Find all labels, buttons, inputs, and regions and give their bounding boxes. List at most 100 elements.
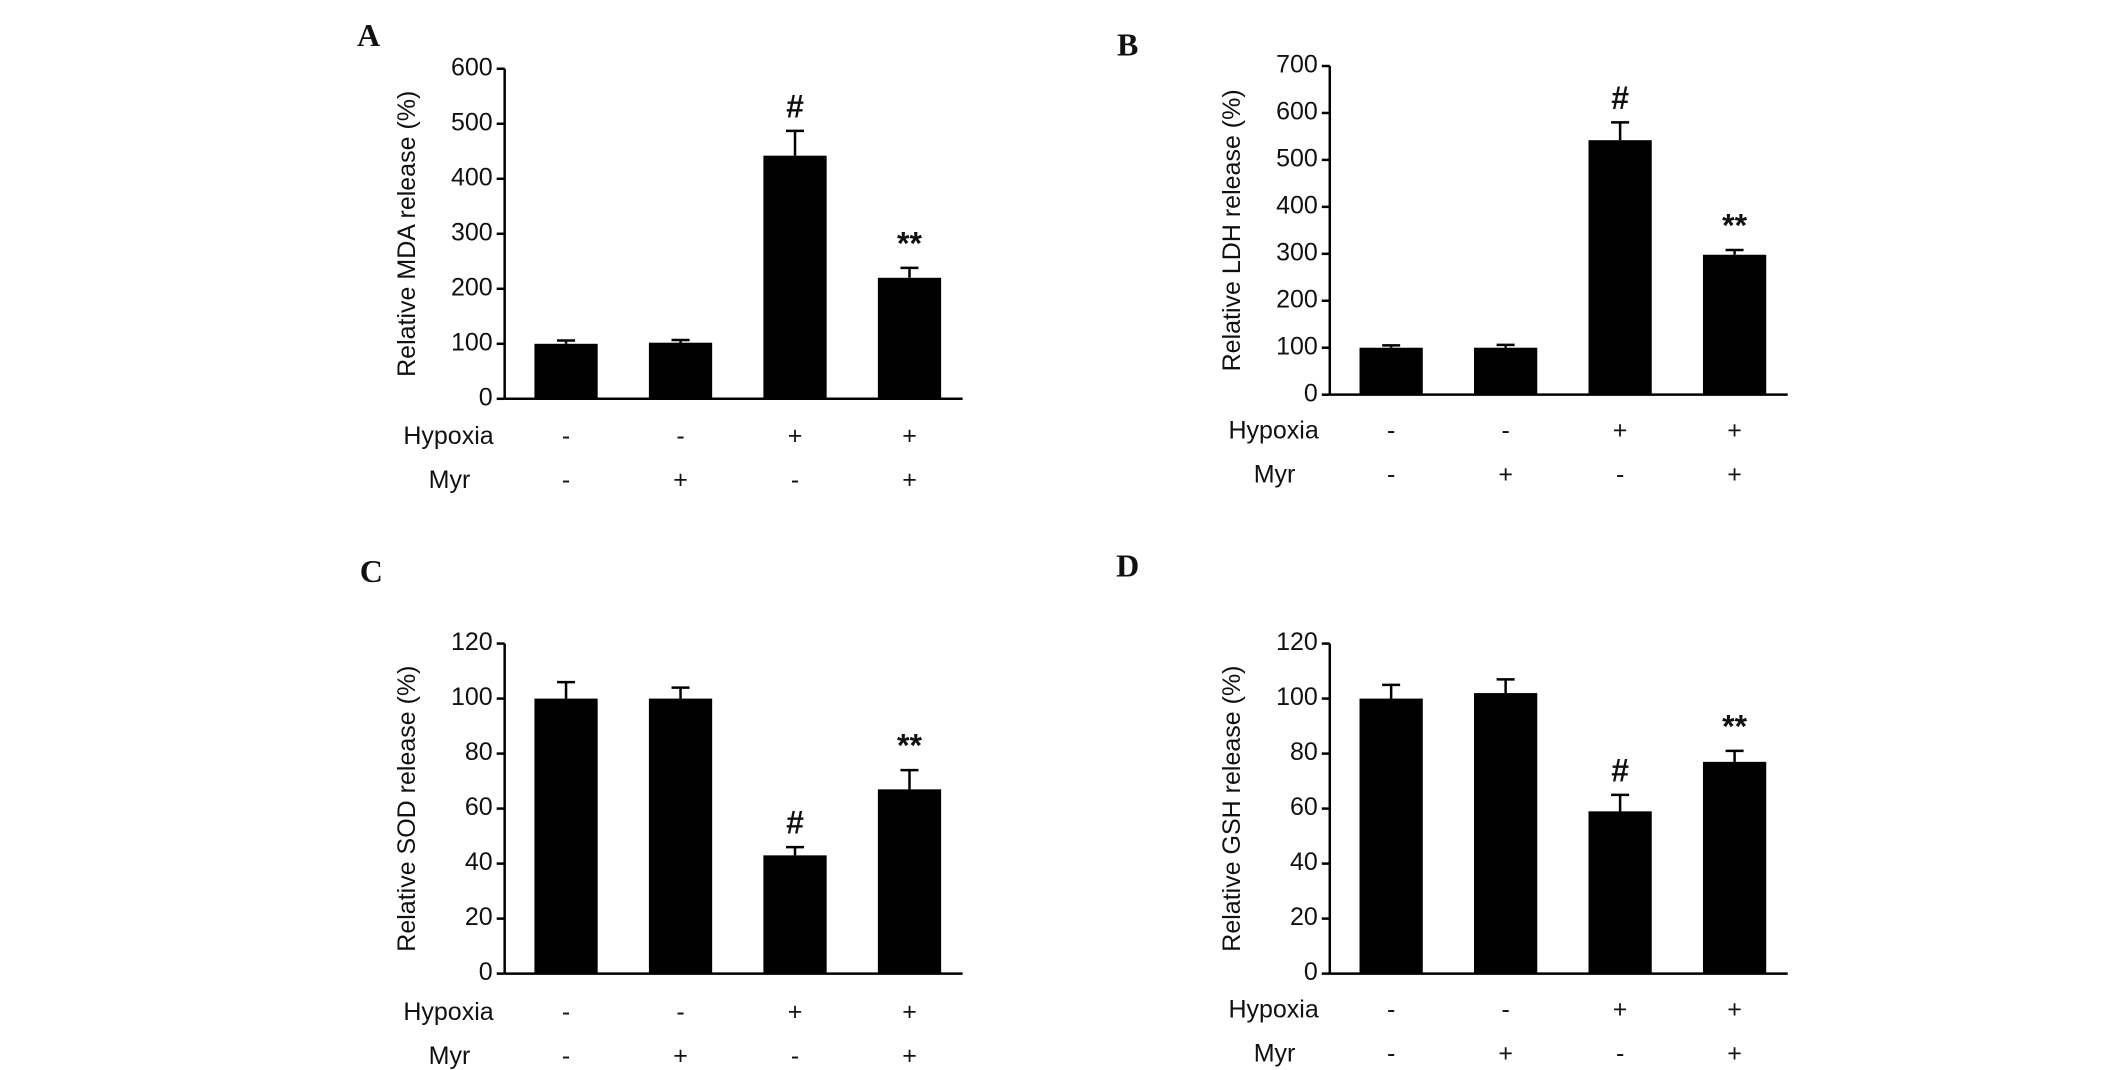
y-axis-label: Relative GSH release (%) <box>1218 665 1246 951</box>
y-tick-label: 0 <box>1304 958 1318 986</box>
condition-value: + <box>1727 416 1742 444</box>
y-tick-label: 0 <box>479 383 493 411</box>
bar <box>877 789 942 974</box>
y-tick-label: 200 <box>451 273 493 301</box>
panel-label: C <box>360 553 383 589</box>
error-bar <box>900 266 919 278</box>
y-tick-label: 80 <box>465 738 493 766</box>
bar <box>648 342 713 399</box>
error-bar <box>1496 678 1515 694</box>
condition-value: + <box>902 466 917 494</box>
significance-label: ** <box>1722 208 1747 244</box>
y-tick-label: 20 <box>465 903 493 931</box>
y-tick-label: 100 <box>451 328 493 356</box>
y-tick-label: 600 <box>451 53 493 81</box>
bar <box>1474 347 1538 395</box>
panel-label: D <box>1116 548 1139 584</box>
bar <box>1588 140 1652 395</box>
y-tick-label: 500 <box>1276 145 1318 173</box>
bar <box>1588 811 1652 974</box>
condition-value: + <box>1498 1039 1513 1067</box>
condition-value: - <box>562 466 570 494</box>
bar <box>1359 347 1423 395</box>
condition-name: Myr <box>1254 1039 1296 1067</box>
significance-label: # <box>786 88 804 124</box>
condition-value: - <box>676 998 684 1026</box>
error-bar <box>557 680 576 699</box>
condition-value: + <box>673 466 688 494</box>
significance-label: ** <box>897 728 922 764</box>
condition-value: - <box>1387 1039 1395 1067</box>
error-bar <box>557 339 576 344</box>
error-bar <box>1611 793 1630 812</box>
y-tick-label: 700 <box>1276 51 1318 79</box>
condition-value: + <box>902 1042 917 1070</box>
y-tick-label: 60 <box>1290 793 1318 821</box>
y-tick-label: 100 <box>1276 683 1318 711</box>
condition-value: + <box>1498 460 1513 488</box>
condition-value: - <box>1387 995 1395 1023</box>
condition-name: Hypoxia <box>1228 416 1318 444</box>
error-bar <box>1725 749 1744 762</box>
bar <box>648 698 713 974</box>
error-bar <box>1725 248 1744 255</box>
condition-value: + <box>788 422 803 450</box>
error-bar <box>1496 343 1515 348</box>
condition-value: + <box>1727 460 1742 488</box>
condition-value: - <box>1501 416 1509 444</box>
error-bar <box>1382 683 1401 699</box>
y-tick-label: 500 <box>451 108 493 136</box>
y-tick-label: 0 <box>479 958 493 986</box>
condition-value: + <box>788 998 803 1026</box>
condition-value: - <box>1387 460 1395 488</box>
significance-label: # <box>786 805 804 841</box>
error-bar <box>1611 121 1630 141</box>
y-tick-label: 600 <box>1276 98 1318 126</box>
y-tick-label: 200 <box>1276 285 1318 313</box>
condition-value: - <box>676 422 684 450</box>
significance-label: # <box>1611 80 1629 116</box>
error-bar <box>786 845 805 856</box>
condition-value: + <box>902 422 917 450</box>
condition-value: + <box>1727 1039 1742 1067</box>
condition-value: + <box>1727 995 1742 1023</box>
y-axis-label: Relative SOD release (%) <box>393 665 421 951</box>
error-bar <box>1382 344 1401 348</box>
y-tick-label: 80 <box>1290 738 1318 766</box>
bar <box>1474 693 1538 974</box>
condition-value: - <box>1616 460 1624 488</box>
bar <box>877 277 942 399</box>
y-tick-label: 120 <box>451 628 493 656</box>
significance-label: ** <box>1722 708 1747 744</box>
y-tick-label: 400 <box>451 163 493 191</box>
bar <box>763 155 827 399</box>
error-bar <box>671 338 690 343</box>
significance-label: ** <box>897 225 922 261</box>
condition-value: - <box>791 1042 799 1070</box>
condition-value: + <box>673 1042 688 1070</box>
condition-name: Myr <box>429 466 471 494</box>
bar <box>1702 254 1767 395</box>
significance-label: # <box>1611 752 1629 788</box>
error-bar <box>671 686 690 699</box>
panel-label: B <box>1117 26 1138 62</box>
y-tick-label: 300 <box>1276 238 1318 266</box>
bar <box>534 698 598 974</box>
y-tick-label: 60 <box>465 793 493 821</box>
y-tick-label: 40 <box>1290 848 1318 876</box>
condition-name: Hypoxia <box>403 422 493 450</box>
y-tick-label: 100 <box>1276 332 1318 360</box>
condition-value: - <box>1387 416 1395 444</box>
bar <box>1702 761 1767 974</box>
condition-value: + <box>1613 995 1628 1023</box>
y-tick-label: 120 <box>1276 628 1318 656</box>
condition-value: - <box>1501 995 1509 1023</box>
condition-name: Hypoxia <box>403 998 493 1026</box>
condition-value: - <box>562 422 570 450</box>
condition-value: - <box>791 466 799 494</box>
y-tick-label: 20 <box>1290 903 1318 931</box>
y-axis-label: Relative LDH release (%) <box>1218 89 1246 371</box>
condition-name: Hypoxia <box>1228 995 1318 1023</box>
panel-label: A <box>357 17 380 53</box>
y-tick-label: 100 <box>451 683 493 711</box>
